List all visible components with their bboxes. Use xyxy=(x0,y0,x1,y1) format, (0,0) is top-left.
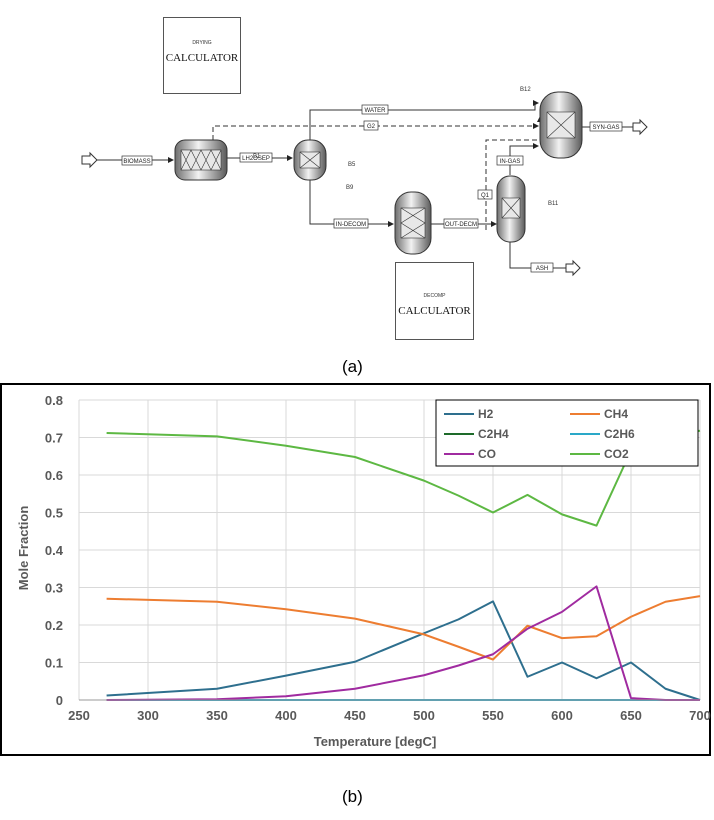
legend-label-co: CO xyxy=(478,447,496,461)
stream-label-water: WATER xyxy=(365,108,387,114)
legend-label-c2h4: C2H4 xyxy=(478,427,509,441)
separator-b11 xyxy=(496,175,526,243)
y-tick-label: 0.7 xyxy=(45,431,63,446)
stream-label-lh2osep: LH2OSEP xyxy=(242,156,270,162)
y-tick-label: 0.3 xyxy=(45,581,63,596)
series-line-ch4 xyxy=(106,595,701,661)
legend: H2 CH4 C2H4 C2H6 CO CO2 xyxy=(435,399,699,467)
y-tick-label: 0.6 xyxy=(45,468,63,483)
y-tick-label: 0.5 xyxy=(45,506,63,521)
x-tick-label: 500 xyxy=(413,708,435,723)
y-axis-label: Mole Fraction xyxy=(16,506,31,591)
legend-label-c2h6: C2H6 xyxy=(604,427,635,441)
product-arrow-icon xyxy=(632,118,648,136)
calculator-drying-name: DRYING xyxy=(192,40,212,46)
stream-label-biomass: BIOMASS xyxy=(123,159,150,165)
feed-arrow-icon xyxy=(81,151,98,169)
block-id-b5: B5 xyxy=(348,162,356,168)
ticks: 0 0.1 0.2 0.3 0.4 0.5 0.6 0.7 0.8 250 300 350 400 450… xyxy=(45,393,711,723)
x-tick-label: 550 xyxy=(482,708,504,723)
stream-label-syn-gas: SYN-GAS xyxy=(592,125,619,131)
x-tick-label: 400 xyxy=(275,708,297,723)
mole-fraction-chart: 0 0.1 0.2 0.3 0.4 0.5 0.6 0.7 0.8 250 300 350 400 450… xyxy=(0,383,711,756)
process-flowsheet: BIOMASS LH2OSEP WATER G2 IN-DECOM OUT-DE… xyxy=(81,87,648,277)
block-id-b11: B11 xyxy=(548,201,559,207)
caption-a: (a) xyxy=(342,357,363,376)
calculator-drying-label: CALCULATOR xyxy=(165,52,239,64)
separator-b5 xyxy=(293,139,327,181)
ash-arrow-icon xyxy=(565,259,581,277)
stream-labels: BIOMASS LH2OSEP WATER G2 IN-DECOM OUT-DE… xyxy=(121,104,623,273)
stream-label-in-decom: IN-DECOM xyxy=(336,222,366,228)
block-id-b9: B9 xyxy=(346,185,354,191)
x-tick-label: 250 xyxy=(68,708,90,723)
block-id-b1: B1 xyxy=(253,154,261,160)
x-tick-label: 650 xyxy=(620,708,642,723)
reactor-b1 xyxy=(174,139,228,181)
calculator-decomp-name: DECOMP xyxy=(423,293,446,299)
stream-label-out-decm: OUT-DECM xyxy=(445,222,477,228)
reactor-b12 xyxy=(539,91,583,159)
y-tick-label: 0.8 xyxy=(45,393,63,408)
stream-label-g2: G2 xyxy=(367,124,376,130)
series-line-h2 xyxy=(106,600,701,701)
block-id-b12: B12 xyxy=(520,87,531,93)
calculator-decomp: DECOMP CALCULATOR xyxy=(395,262,474,340)
block-ids: B1 B5 B9 B11 B12 xyxy=(253,87,559,207)
reactor-b9 xyxy=(394,191,432,255)
y-tick-label: 0.4 xyxy=(45,543,64,558)
stream-label-in-gas: IN-GAS xyxy=(500,159,521,165)
legend-box xyxy=(435,399,699,467)
x-tick-label: 300 xyxy=(137,708,159,723)
y-tick-label: 0 xyxy=(56,693,63,708)
legend-label-h2: H2 xyxy=(478,407,494,421)
x-tick-label: 600 xyxy=(551,708,573,723)
stream-label-q1: Q1 xyxy=(481,193,490,199)
x-tick-label: 350 xyxy=(206,708,228,723)
caption-b: (b) xyxy=(342,787,363,806)
x-tick-label: 450 xyxy=(344,708,366,723)
heat-streams xyxy=(212,116,543,230)
x-axis-label: Temperature [degC] xyxy=(314,734,437,749)
calculator-decomp-label: CALCULATOR xyxy=(398,305,471,317)
y-tick-label: 0.1 xyxy=(45,656,63,671)
legend-label-ch4: CH4 xyxy=(604,407,628,421)
x-tick-label: 700 xyxy=(689,708,711,723)
stream-label-ash: ASH xyxy=(536,266,548,272)
legend-label-co2: CO2 xyxy=(604,447,629,461)
series-line-co xyxy=(106,585,700,701)
calculator-drying: DRYING CALCULATOR xyxy=(163,17,241,94)
y-tick-label: 0.2 xyxy=(45,618,63,633)
